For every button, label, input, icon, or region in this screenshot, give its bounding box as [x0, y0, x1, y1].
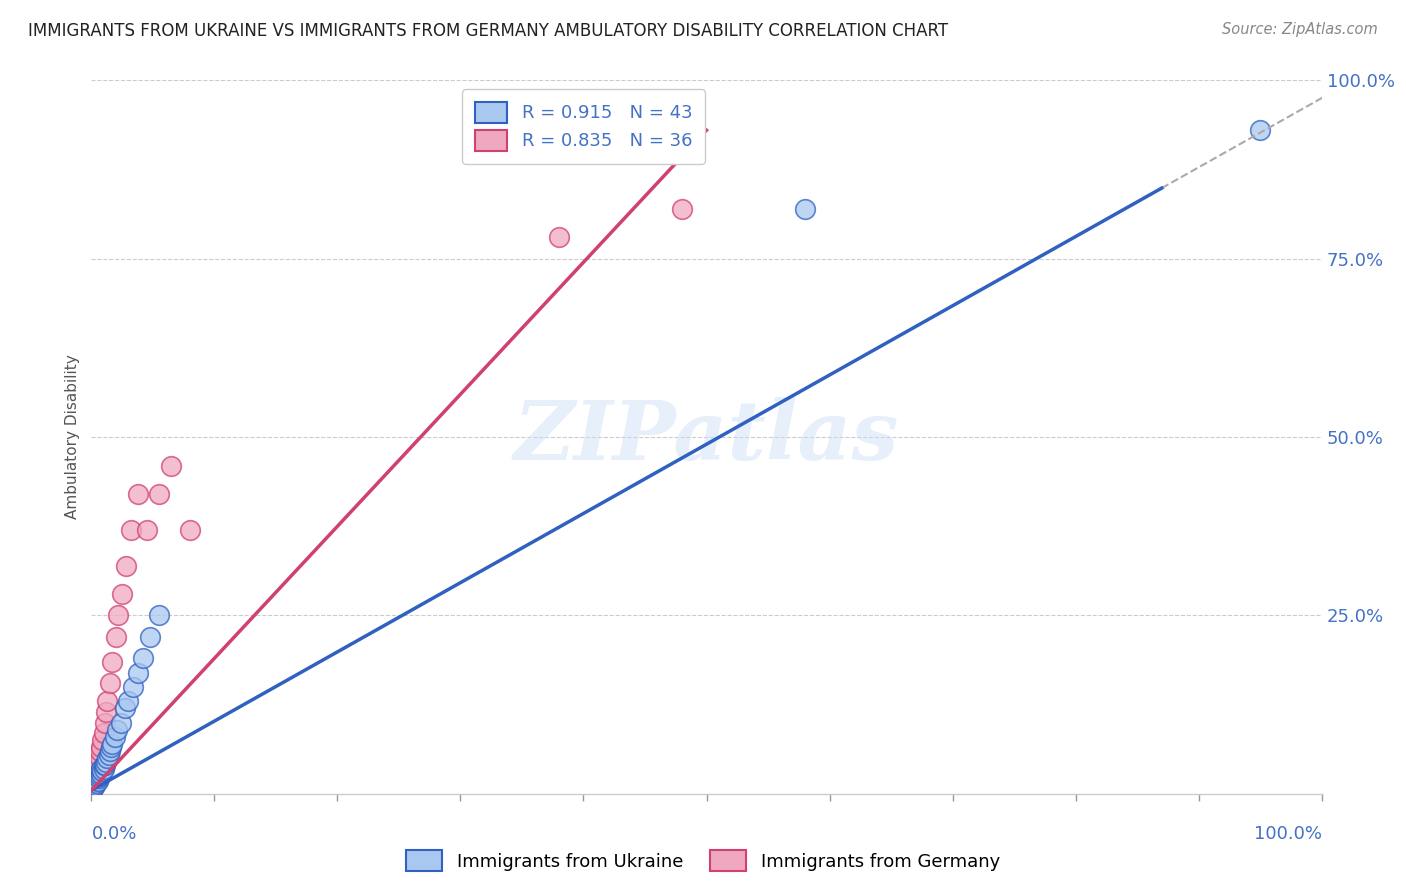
Point: [105, 630, 127, 644]
Point: [127, 665, 149, 680]
Point: [110, 715, 132, 730]
Point: [86, 769, 108, 783]
Point: [84, 774, 107, 789]
Point: [114, 558, 138, 573]
Y-axis label: Ambulatory Disability: Ambulatory Disability: [65, 355, 80, 519]
Point: [82, 776, 104, 790]
Point: [98, 676, 121, 690]
Point: [91, 764, 114, 778]
Point: [101, 655, 124, 669]
Point: [82, 776, 104, 790]
Point: [83, 771, 105, 785]
Legend: R = 0.915   N = 43, R = 0.835   N = 36: R = 0.915 N = 43, R = 0.835 N = 36: [463, 89, 704, 163]
Point: [82, 780, 104, 794]
Point: [120, 523, 142, 537]
Text: 100.0%: 100.0%: [1254, 825, 1322, 843]
Point: [83, 780, 105, 794]
Text: Source: ZipAtlas.com: Source: ZipAtlas.com: [1222, 22, 1378, 37]
Point: [84, 765, 107, 780]
Point: [86, 769, 108, 783]
Point: [89, 764, 111, 778]
Text: 0.0%: 0.0%: [91, 825, 136, 843]
Point: [90, 740, 112, 755]
Point: [94, 715, 117, 730]
Point: [80, 783, 103, 797]
Point: [84, 771, 107, 785]
Point: [97, 747, 120, 762]
Point: [96, 694, 118, 708]
Point: [90, 767, 112, 781]
Point: [82, 780, 104, 794]
Point: [86, 758, 108, 772]
Point: [86, 767, 108, 781]
Point: [86, 764, 108, 778]
Point: [89, 744, 111, 758]
Point: [132, 651, 155, 665]
Point: [84, 778, 107, 792]
Point: [86, 774, 108, 789]
Point: [111, 587, 134, 601]
Point: [547, 230, 569, 244]
Point: [98, 744, 121, 758]
Point: [148, 608, 170, 623]
Point: [101, 737, 124, 751]
Point: [87, 771, 110, 785]
Point: [86, 776, 108, 790]
Point: [100, 740, 122, 755]
Point: [82, 778, 104, 792]
Point: [96, 705, 117, 719]
Text: IMMIGRANTS FROM UKRAINE VS IMMIGRANTS FROM GERMANY AMBULATORY DISABILITY CORRELA: IMMIGRANTS FROM UKRAINE VS IMMIGRANTS FR…: [28, 22, 948, 40]
Point: [80, 783, 103, 797]
Point: [107, 608, 129, 623]
Point: [83, 776, 105, 790]
Point: [86, 772, 108, 787]
Point: [127, 487, 149, 501]
Point: [114, 701, 136, 715]
Point: [90, 762, 112, 776]
Point: [93, 758, 115, 772]
Point: [87, 767, 110, 781]
Point: [89, 751, 111, 765]
Point: [94, 758, 117, 772]
Point: [135, 523, 157, 537]
Point: [83, 774, 105, 789]
Point: [160, 458, 183, 473]
Point: [148, 487, 170, 501]
Point: [96, 751, 118, 765]
Point: [105, 723, 128, 737]
Point: [139, 630, 162, 644]
Point: [671, 202, 693, 216]
Point: [96, 755, 117, 769]
Point: [91, 733, 114, 747]
Point: [83, 772, 105, 787]
Point: [1249, 123, 1271, 137]
Text: ZIPatlas: ZIPatlas: [513, 397, 900, 477]
Point: [93, 762, 115, 776]
Point: [89, 769, 111, 783]
Point: [84, 769, 107, 783]
Point: [793, 202, 815, 216]
Point: [104, 730, 127, 744]
Point: [122, 680, 145, 694]
Point: [179, 523, 201, 537]
Point: [117, 694, 139, 708]
Point: [82, 778, 104, 792]
Point: [87, 755, 110, 769]
Point: [86, 762, 108, 776]
Point: [93, 726, 115, 740]
Legend: Immigrants from Ukraine, Immigrants from Germany: Immigrants from Ukraine, Immigrants from…: [399, 843, 1007, 879]
Point: [83, 774, 105, 789]
